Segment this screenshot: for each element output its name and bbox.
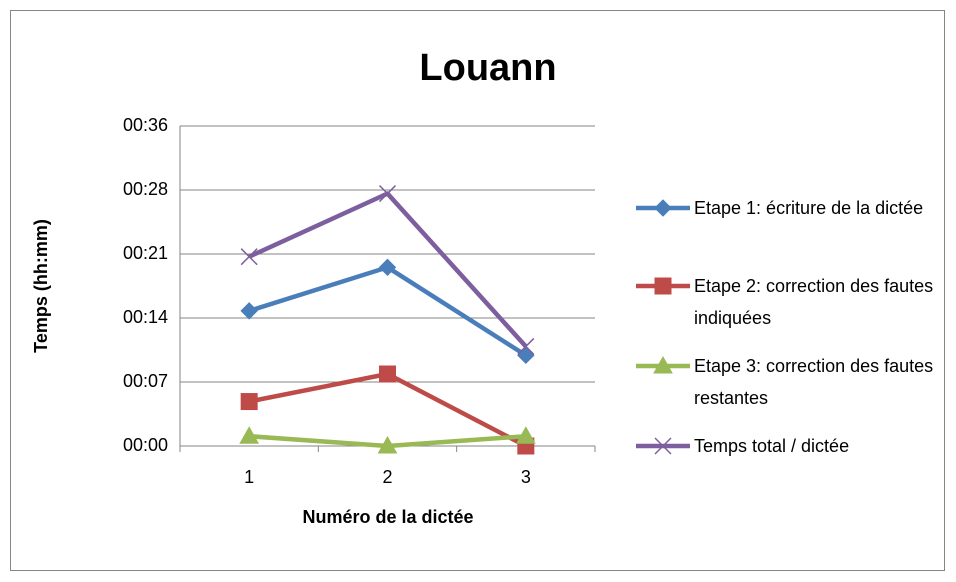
y-tick-label: 00:36 (123, 115, 168, 135)
y-tick-label: 00:07 (123, 371, 168, 391)
marker (517, 337, 535, 355)
y-tick-label: 00:00 (123, 435, 168, 455)
marker (654, 437, 672, 455)
marker (378, 185, 397, 203)
marker (654, 199, 672, 217)
marker (653, 355, 673, 374)
x-axis-title: Numéro de la dictée (302, 507, 473, 527)
y-tick-label: 00:28 (123, 179, 168, 199)
legend-label: Temps total / dictée (694, 436, 850, 456)
x-tick-label: 3 (521, 467, 531, 487)
marker (240, 393, 258, 411)
y-tick-label: 00:14 (123, 307, 168, 327)
y-tick-label: 00:21 (123, 243, 168, 263)
x-tick-label: 1 (244, 467, 254, 487)
chart-title: Louann (419, 47, 556, 89)
marker (379, 365, 396, 383)
marker (378, 258, 397, 277)
marker (240, 248, 258, 266)
y-axis-title: Temps (hh:mm) (31, 219, 51, 353)
legend-label: Etape 1: écriture de la dictée (694, 198, 924, 218)
marker (515, 426, 536, 444)
marker (240, 302, 258, 320)
legend-label: Etape 2: correction des fautes indiquées (694, 276, 934, 328)
x-tick-label: 2 (382, 467, 392, 487)
marker (377, 435, 398, 454)
legend-label: Etape 3: correction des fautes restantes (694, 356, 934, 408)
marker (654, 277, 672, 295)
marker (239, 426, 260, 444)
